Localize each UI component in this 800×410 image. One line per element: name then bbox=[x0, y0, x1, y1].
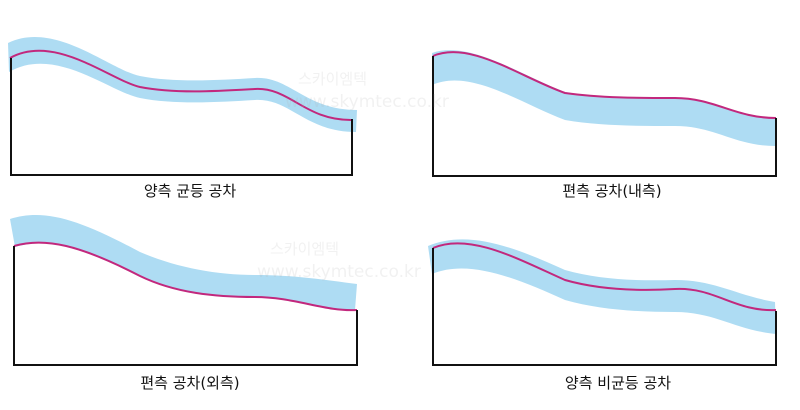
nominal-profile-line bbox=[432, 242, 777, 312]
nominal-profile-line bbox=[9, 49, 354, 122]
panel-unilateral-outer bbox=[10, 215, 358, 366]
axes bbox=[432, 56, 777, 177]
tolerance-band bbox=[8, 36, 357, 133]
nominal-profile-line bbox=[432, 51, 777, 119]
panel-bilateral-equal bbox=[8, 36, 357, 176]
tolerance-band bbox=[10, 215, 357, 311]
axes bbox=[13, 246, 358, 366]
caption-unilateral-inner: 편측 공차(내측) bbox=[562, 182, 662, 200]
axes bbox=[10, 58, 353, 176]
axes bbox=[432, 248, 777, 366]
tolerance-band bbox=[432, 50, 775, 146]
caption-bilateral-equal: 양측 균등 공차 bbox=[143, 182, 237, 200]
panel-bilateral-unequal bbox=[428, 239, 777, 366]
nominal-profile-line bbox=[13, 241, 358, 312]
caption-bilateral-unequal: 양측 비균등 공차 bbox=[564, 374, 672, 392]
panel-unilateral-inner bbox=[432, 50, 777, 177]
caption-unilateral-outer: 편측 공차(외측) bbox=[140, 374, 240, 392]
